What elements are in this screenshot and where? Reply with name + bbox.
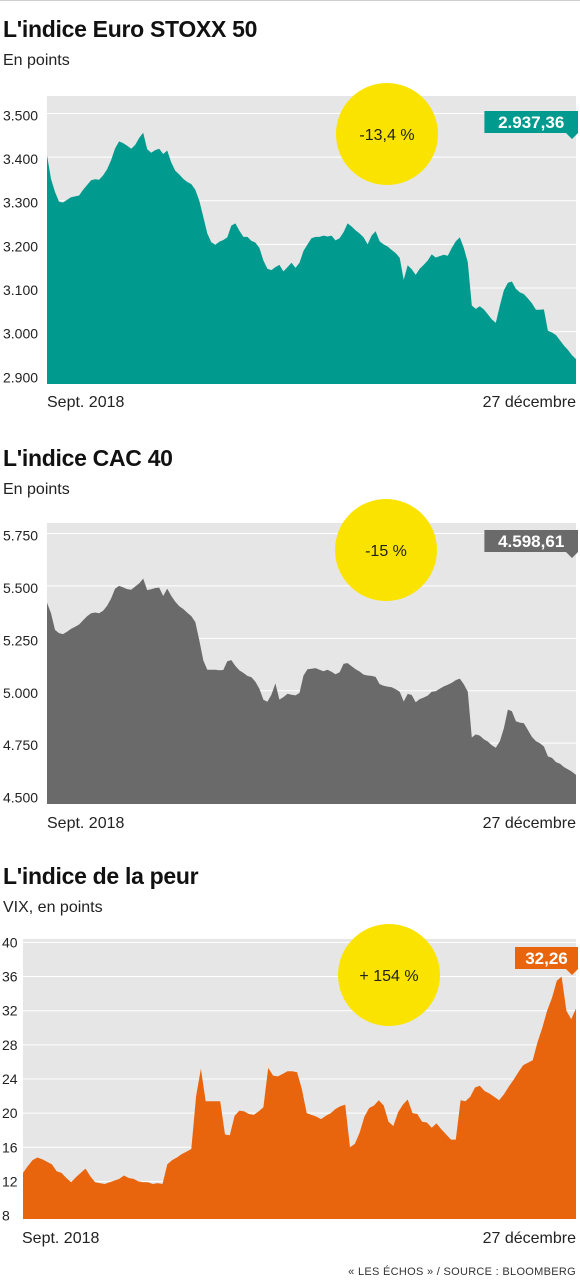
y-tick-label: 4.500 — [3, 790, 38, 806]
series-area — [23, 976, 576, 1219]
change-circle — [338, 924, 440, 1026]
y-tick-label: 12 — [2, 1173, 18, 1189]
change-circle — [336, 83, 438, 185]
y-tick-label: 40 — [2, 934, 18, 950]
y-tick-label: 20 — [2, 1105, 18, 1121]
y-tick-label: 24 — [2, 1071, 18, 1087]
change-label: -13,4 % — [359, 127, 414, 144]
x-start-label: Sept. 2018 — [22, 1230, 100, 1247]
y-tick-label: 8 — [2, 1208, 10, 1224]
last-value-label: 2.937,36 — [498, 113, 564, 132]
chart-subtitle: En points — [3, 481, 70, 498]
x-start-label: Sept. 2018 — [47, 394, 125, 411]
y-tick-label: 16 — [2, 1139, 18, 1155]
x-end-label: 27 décembre — [483, 1230, 576, 1247]
x-end-label: 27 décembre — [483, 815, 576, 832]
y-tick-label: 5.500 — [3, 580, 38, 596]
y-tick-label: 3.100 — [3, 282, 38, 298]
series-area — [47, 132, 576, 384]
y-tick-label: 32 — [2, 1003, 18, 1019]
y-tick-label: 3.200 — [3, 238, 38, 254]
y-tick-label: 5.750 — [3, 527, 38, 543]
chart-subtitle: En points — [3, 52, 70, 69]
y-tick-label: 3.300 — [3, 195, 38, 211]
x-end-label: 27 décembre — [483, 394, 576, 411]
last-value-badge — [515, 947, 578, 975]
y-tick-label: 36 — [2, 969, 18, 985]
source-credit: « LES ÉCHOS » / SOURCE : BLOOMBERG — [348, 1266, 576, 1278]
change-label: -15 % — [365, 543, 407, 560]
y-tick-label: 2.900 — [3, 369, 38, 385]
series-area — [47, 578, 576, 804]
chart-title: L'indice Euro STOXX 50 — [3, 16, 258, 42]
y-tick-label: 5.250 — [3, 632, 38, 648]
y-tick-label: 4.750 — [3, 737, 38, 753]
last-value-label: 4.598,61 — [498, 532, 564, 551]
y-tick-label: 3.000 — [3, 326, 38, 342]
change-circle — [335, 499, 437, 601]
chart-title: L'indice CAC 40 — [3, 445, 173, 471]
y-tick-label: 3.500 — [3, 107, 38, 123]
y-tick-label: 28 — [2, 1037, 18, 1053]
y-tick-label: 5.000 — [3, 685, 38, 701]
last-value-badge — [484, 530, 578, 558]
y-tick-label: 3.400 — [3, 151, 38, 167]
last-value-label: 32,26 — [525, 949, 568, 968]
top-rule — [0, 0, 580, 1]
x-start-label: Sept. 2018 — [47, 815, 125, 832]
last-value-badge — [484, 111, 578, 139]
chart-subtitle: VIX, en points — [3, 899, 103, 916]
change-label: + 154 % — [359, 968, 418, 985]
chart-title: L'indice de la peur — [3, 863, 199, 889]
